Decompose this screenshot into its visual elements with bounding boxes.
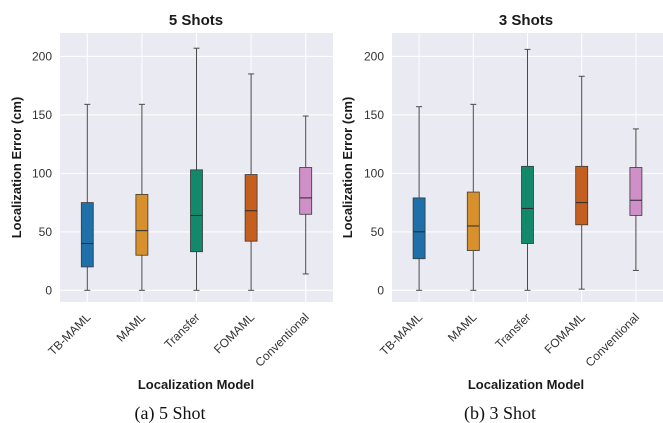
- x-tick-label: MAML: [445, 310, 480, 345]
- box-conventional: [629, 128, 643, 271]
- y-axis-label: Localization Error (cm): [340, 97, 355, 239]
- y-tick-label: 50: [39, 225, 53, 239]
- box-fomaml: [244, 73, 258, 291]
- box-iqr: [412, 197, 426, 260]
- chart-5-shots: 0 50 100 150 200 TB-MAML MAML Transfer FOMAMLCon…: [9, 12, 333, 423]
- y-tick-label: 150: [364, 108, 384, 122]
- x-axis-label: Localization Model: [138, 377, 254, 392]
- x-tick-label: FOMAML: [211, 310, 257, 356]
- box-iqr: [244, 174, 258, 242]
- box-iqr: [80, 202, 94, 268]
- box-iqr: [629, 167, 643, 216]
- y-tick-label: 50: [371, 225, 385, 239]
- x-tick-label: Conventional: [583, 310, 642, 369]
- x-tick-label: TB-MAML: [377, 310, 425, 358]
- box-iqr: [575, 165, 589, 226]
- box-iqr: [299, 167, 313, 215]
- subfigure-caption: (a) 5 Shot: [135, 403, 206, 423]
- chart-title: 3 Shots: [499, 12, 553, 29]
- x-tick-label: Transfer: [492, 310, 533, 351]
- box-conventional: [299, 115, 313, 275]
- box-maml: [135, 103, 149, 291]
- x-tick-label: TB-MAML: [45, 310, 93, 358]
- y-tick-label: 150: [32, 108, 52, 122]
- y-tick-label: 0: [377, 283, 384, 297]
- box-transfer: [521, 48, 534, 291]
- y-tick-label: 100: [32, 166, 52, 180]
- y-tick-label: 100: [364, 166, 384, 180]
- box-tb-maml: [80, 103, 94, 291]
- x-tick-label: FOMAML: [542, 310, 588, 356]
- subfigure-caption: (b) 3 Shot: [464, 403, 536, 423]
- y-tick-label: 200: [32, 49, 52, 63]
- box-tb-maml: [412, 106, 426, 291]
- y-tick-label: 0: [45, 283, 52, 297]
- box-iqr: [190, 169, 203, 253]
- x-tick-label: MAML: [114, 310, 149, 345]
- box-iqr: [135, 193, 149, 256]
- x-tick-label: Conventional: [252, 310, 311, 369]
- box-iqr: [466, 191, 480, 251]
- box-maml: [466, 103, 480, 291]
- box-transfer: [190, 47, 203, 291]
- box-fomaml: [575, 75, 589, 290]
- x-tick-label: Transfer: [161, 310, 202, 351]
- y-tick-label: 200: [364, 49, 384, 63]
- y-axis-label: Localization Error (cm): [9, 97, 24, 239]
- chart-3-shots: 0 50 100 150 200 TB-MAML MAML Transfer FOMAMLCon…: [340, 12, 663, 423]
- box-iqr: [521, 165, 534, 244]
- chart-title: 5 Shots: [169, 12, 223, 29]
- x-axis-label: Localization Model: [468, 377, 584, 392]
